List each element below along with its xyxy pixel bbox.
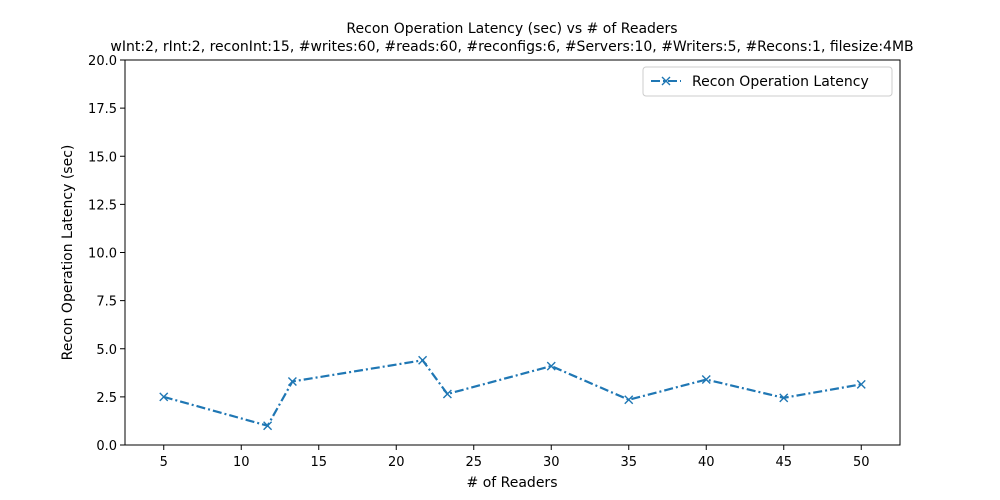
legend-marker-x bbox=[661, 76, 671, 86]
y-tick-label: 20.0 bbox=[88, 54, 117, 69]
x-tick-label: 40 bbox=[698, 455, 715, 470]
series-line bbox=[163, 359, 862, 427]
x-tick-label: 10 bbox=[233, 455, 250, 470]
legend: Recon Operation Latency bbox=[642, 66, 893, 97]
x-tick-label: 20 bbox=[388, 455, 405, 470]
data-point-marker bbox=[779, 393, 789, 403]
x-axis: 5 10 15 20 25 30 35 40 45 50 bbox=[160, 445, 870, 470]
plot-area bbox=[124, 59, 901, 446]
x-tick-label: 25 bbox=[465, 455, 482, 470]
series-layer bbox=[159, 355, 866, 431]
y-tick-label: 5.0 bbox=[96, 343, 117, 358]
data-point-marker bbox=[442, 389, 452, 399]
y-tick-label: 10.0 bbox=[88, 247, 117, 262]
data-point-marker bbox=[159, 392, 169, 402]
y-tick-label: 15.0 bbox=[88, 150, 117, 165]
y-tick-label: 0.0 bbox=[96, 439, 117, 454]
x-tick-label: 45 bbox=[775, 455, 792, 470]
x-tick-label: 30 bbox=[543, 455, 560, 470]
data-point-marker bbox=[418, 355, 428, 365]
data-point-marker bbox=[546, 361, 556, 371]
y-tick-label: 17.5 bbox=[88, 102, 117, 117]
data-point-marker bbox=[856, 379, 866, 389]
x-tick-label: 35 bbox=[620, 455, 637, 470]
y-axis-label: Recon Operation Latency (sec) bbox=[60, 145, 76, 361]
data-point-marker bbox=[287, 376, 297, 386]
legend-marker-mark bbox=[661, 76, 671, 86]
y-axis: 0.0 2.5 5.0 7.5 10.0 12.5 15.0 17.5 20.0 bbox=[88, 54, 125, 454]
x-tick-label: 5 bbox=[160, 455, 168, 470]
legend-label: Recon Operation Latency bbox=[692, 74, 869, 90]
y-tick-label: 12.5 bbox=[88, 198, 117, 213]
chart-title: Recon Operation Latency (sec) vs # of Re… bbox=[346, 21, 677, 37]
x-tick-label: 50 bbox=[853, 455, 870, 470]
data-point-marker bbox=[624, 395, 634, 405]
x-tick-label: 15 bbox=[310, 455, 327, 470]
data-point-marker bbox=[263, 421, 273, 431]
chart-subtitle: wInt:2, rInt:2, reconInt:15, #writes:60,… bbox=[110, 39, 913, 55]
x-axis-label: # of Readers bbox=[467, 475, 558, 491]
data-point-marker bbox=[701, 375, 711, 385]
y-tick-label: 2.5 bbox=[96, 391, 117, 406]
y-tick-label: 7.5 bbox=[96, 295, 117, 310]
legend-box bbox=[642, 66, 893, 97]
